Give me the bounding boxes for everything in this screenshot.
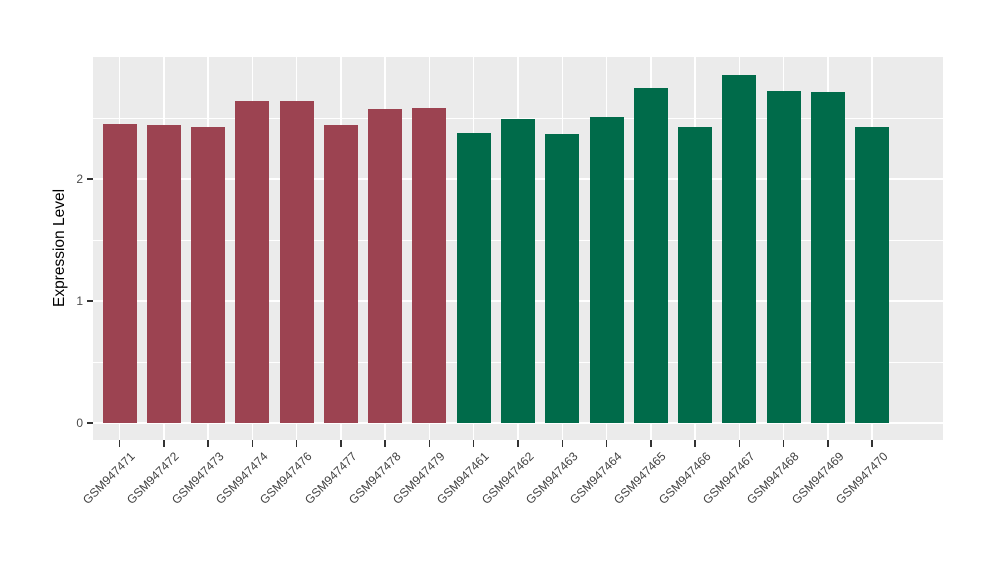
bar-GSM947471 [102, 124, 137, 423]
bar-GSM947478 [368, 109, 403, 423]
bar-GSM947468 [766, 91, 801, 423]
x-tick-mark [207, 440, 209, 447]
bar-GSM947469 [810, 92, 845, 423]
x-tick-mark [118, 440, 121, 447]
y-tick-label: 0 [76, 416, 83, 430]
x-tick-mark [163, 440, 165, 447]
plot-panel [93, 57, 943, 440]
x-tick-label-text: GSM947463 [522, 449, 581, 507]
bar-GSM947461 [456, 132, 491, 423]
x-tick-mark [561, 440, 564, 447]
x-tick-mark [650, 440, 652, 447]
x-tick-mark [472, 440, 475, 447]
bar-GSM947470 [855, 126, 890, 423]
x-tick-mark [605, 440, 608, 447]
bar-GSM947473 [191, 126, 226, 423]
x-tick-label-text: GSM947470 [832, 449, 891, 507]
x-tick-label-text: GSM947466 [655, 449, 714, 507]
y-tick-label: 2 [76, 172, 83, 186]
bar-GSM947466 [678, 126, 713, 423]
bar-GSM947467 [722, 75, 757, 423]
bar-GSM947474 [235, 100, 270, 423]
x-tick-mark [340, 440, 342, 447]
x-tick-label-text: GSM947467 [699, 449, 758, 507]
x-tick-label-text: GSM947476 [257, 449, 315, 507]
x-tick-label-text: GSM947471 [80, 449, 138, 507]
bar-GSM947479 [412, 108, 447, 423]
bar-GSM947462 [501, 119, 535, 423]
x-tick-label-text: GSM947468 [744, 449, 802, 507]
x-tick-label-text: GSM947473 [168, 449, 227, 507]
bar-GSM947464 [589, 116, 624, 423]
x-tick-label-text: GSM947479 [390, 449, 448, 507]
x-tick-label-text: GSM947472 [124, 449, 183, 507]
x-tick-mark [295, 440, 298, 447]
bar-GSM947472 [146, 125, 181, 423]
x-tick-label-text: GSM947478 [345, 449, 404, 507]
x-tick-mark [782, 440, 785, 447]
x-tick-label-text: GSM947465 [611, 449, 670, 507]
x-tick-mark [694, 440, 696, 447]
x-tick-label-text: GSM947461 [434, 449, 492, 507]
x-tick-label-text: GSM947462 [478, 449, 537, 507]
bar-GSM947476 [279, 100, 314, 423]
y-axis-title: Expression Level [51, 188, 68, 308]
x-tick-label-text: GSM947469 [788, 449, 847, 507]
x-tick-mark [738, 440, 741, 447]
x-tick-mark [428, 440, 431, 447]
x-tick-mark [517, 440, 519, 447]
x-tick-mark [384, 440, 386, 447]
x-tick-mark [871, 440, 873, 447]
x-tick-label-text: GSM947477 [301, 449, 360, 507]
bar-GSM947463 [545, 133, 580, 423]
x-tick-label-text: GSM947474 [213, 449, 271, 507]
bar-GSM947465 [633, 87, 668, 423]
x-tick-mark [827, 440, 829, 447]
x-tick-mark [251, 440, 254, 447]
bar-GSM947477 [323, 125, 358, 423]
x-tick-label-text: GSM947464 [567, 449, 625, 507]
